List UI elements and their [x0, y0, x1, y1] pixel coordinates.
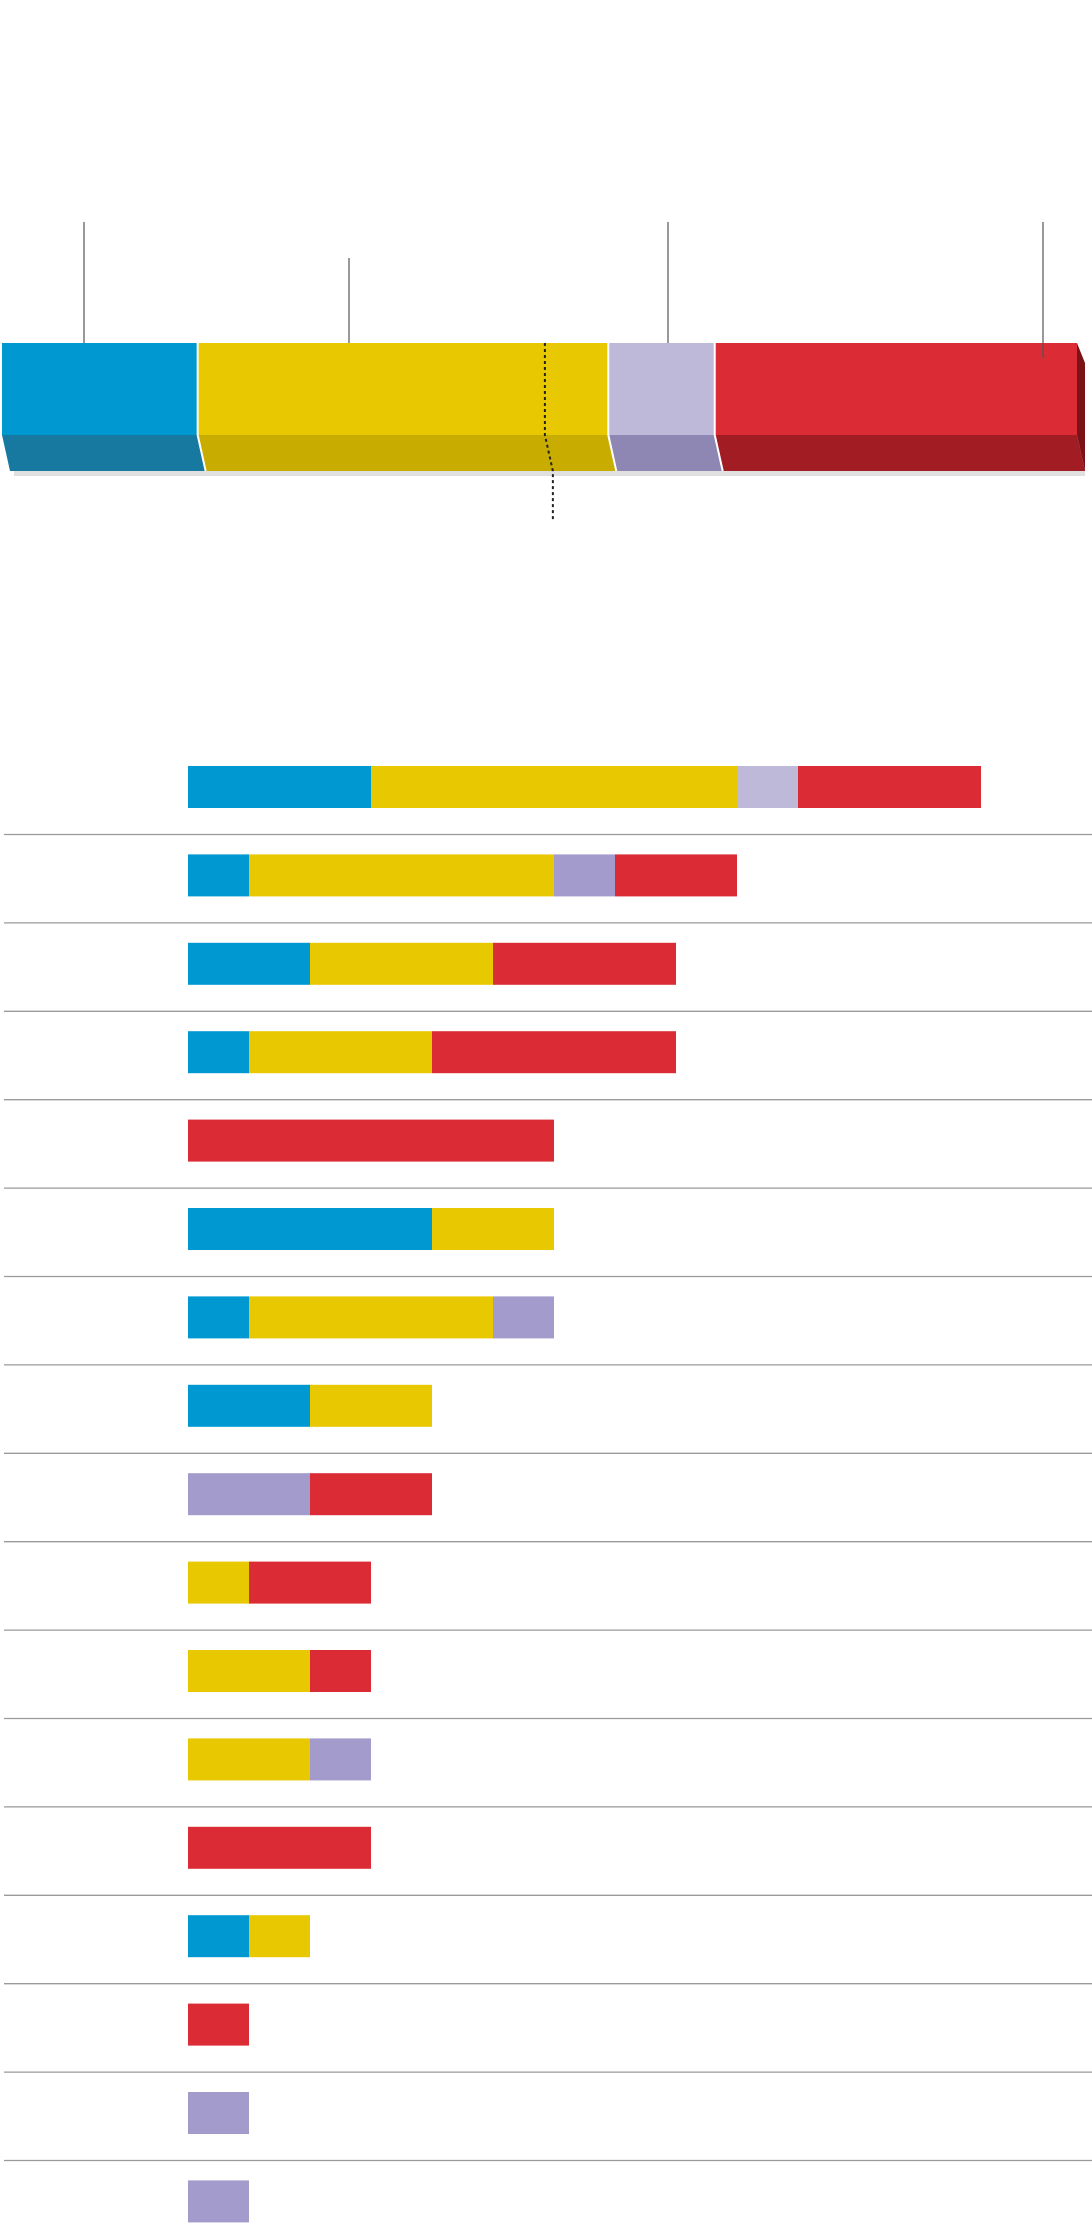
row-9-segment-purple [188, 1473, 310, 1516]
row-12-segment-purple [310, 1738, 371, 1781]
row-2-segment-blue [188, 854, 249, 897]
row-10-segment-yellow [188, 1561, 249, 1604]
row-5-segment-red [188, 1119, 554, 1162]
row-3-segment-red [493, 942, 676, 985]
row-1-segment-yellow [371, 766, 737, 808]
top-bar-bevel-red [714, 435, 1085, 471]
top-bar-end-cap [1077, 343, 1085, 471]
row-2-segment-red [615, 854, 737, 897]
bar-shadow [14, 469, 1085, 476]
row-11-segment-yellow [188, 1650, 310, 1692]
top-bar-segment-red [714, 343, 1077, 435]
row-8-segment-yellow [310, 1384, 432, 1427]
row-2-segment-purple [554, 854, 615, 897]
row-16-segment-purple [188, 2092, 249, 2134]
row-13-segment-red [188, 1826, 371, 1869]
row-9-segment-red [310, 1473, 432, 1516]
row-7-segment-yellow [249, 1296, 493, 1339]
top-bar-segment-yellow [197, 343, 609, 435]
row-14-segment-yellow [249, 1915, 310, 1958]
row-1-segment-blue [188, 766, 371, 808]
row-8-segment-blue [188, 1384, 310, 1427]
row-4-segment-blue [188, 1031, 249, 1074]
row-1-segment-lavender [737, 766, 798, 808]
row-3-segment-blue [188, 942, 310, 985]
row-4-segment-yellow [249, 1031, 432, 1074]
row-17-segment-purple [188, 2180, 249, 2223]
row-12-segment-yellow [188, 1738, 310, 1781]
top-bar-segment-blue [2, 343, 198, 435]
row-14-segment-blue [188, 1915, 249, 1958]
top-bar-bevel-divider [607, 434, 618, 472]
row-4-segment-red [432, 1031, 676, 1074]
top-bar-bevel-lavender [608, 435, 723, 471]
row-11-segment-red [310, 1650, 371, 1692]
majority-marker-line [543, 343, 554, 522]
top-bar-bevel-blue [2, 435, 206, 471]
row-6-segment-yellow [432, 1208, 554, 1250]
row-7-segment-purple [493, 1296, 554, 1339]
row-1-segment-red [798, 766, 981, 808]
row-3-segment-yellow [310, 942, 493, 985]
top-bar-bevel-yellow [197, 435, 617, 471]
row-6-segment-blue [188, 1208, 432, 1250]
row-7-segment-blue [188, 1296, 249, 1339]
row-15-segment-red [188, 2003, 249, 2046]
row-10-segment-red [249, 1561, 371, 1604]
top-bar-segment-lavender [608, 343, 715, 435]
top-bar-bevel-divider [713, 434, 724, 472]
top-bar-bevel-divider [196, 434, 207, 472]
row-2-segment-yellow [249, 854, 554, 897]
